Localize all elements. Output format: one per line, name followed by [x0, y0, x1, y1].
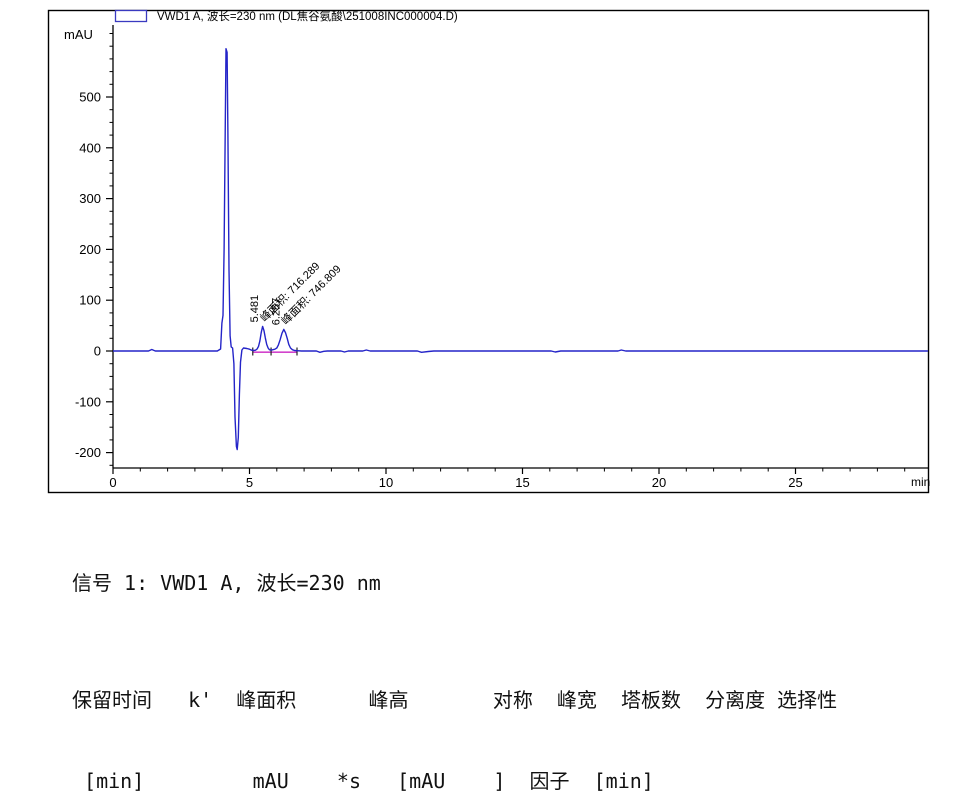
y-tick-label: -100: [75, 394, 101, 409]
y-tick-label: 200: [79, 242, 101, 257]
chromatogram-plot: VWD1 A, 波长=230 nm (DL焦谷氨酸\251008INC00000…: [47, 9, 930, 494]
y-tick-label: 100: [79, 293, 101, 308]
report-results-table: 保留时间 k' 峰面积 峰高 对称 峰宽 塔板数 分离度 选择性 [min] m…: [72, 633, 939, 798]
x-axis-unit-label: min: [911, 475, 930, 489]
table-header-units-row: [min] mAU *s [mAU ] 因子 [min]: [72, 769, 654, 793]
legend-swatch: [114, 9, 148, 23]
table-header-row: 保留时间 k' 峰面积 峰高 对称 峰宽 塔板数 分离度 选择性: [72, 688, 838, 712]
y-axis-unit-label: mAU: [64, 27, 93, 42]
x-tick-label: 20: [652, 475, 666, 490]
x-tick-label: 25: [788, 475, 802, 490]
peak-retention-time-label: 5.481: [249, 295, 261, 323]
x-tick-label: 0: [109, 475, 116, 490]
report-signal-title: 信号 1: VWD1 A, 波长=230 nm: [72, 571, 381, 595]
x-tick-label: 5: [246, 475, 253, 490]
signal-trace-line: [113, 48, 928, 451]
legend-label: VWD1 A, 波长=230 nm (DL焦谷氨酸\251008INC00000…: [157, 9, 458, 23]
y-tick-label: 500: [79, 90, 101, 105]
plot-frame: [47, 9, 930, 494]
peak-retention-time-label: 6.257: [270, 298, 282, 326]
x-axis-ticks: 0 5 10 15 20 25: [109, 468, 906, 490]
signal-trace: [113, 48, 928, 451]
y-tick-label: -200: [75, 445, 101, 460]
y-tick-label: 300: [79, 191, 101, 206]
x-tick-label: 10: [379, 475, 393, 490]
y-tick-label: 0: [94, 344, 101, 359]
y-tick-label: 400: [79, 140, 101, 155]
integration-baseline: [252, 347, 298, 356]
x-tick-label: 15: [515, 475, 529, 490]
y-axis-ticks: -200 -100 0 100 200 300 400 500: [75, 33, 113, 466]
